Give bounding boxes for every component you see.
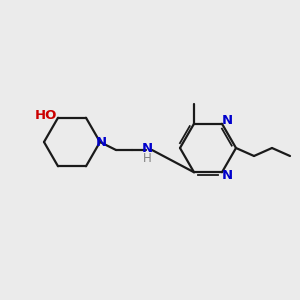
Text: N: N [95,136,106,149]
Text: N: N [141,142,153,155]
Text: HO: HO [35,109,57,122]
Text: N: N [221,114,233,127]
Text: H: H [142,152,152,164]
Text: N: N [221,169,233,182]
